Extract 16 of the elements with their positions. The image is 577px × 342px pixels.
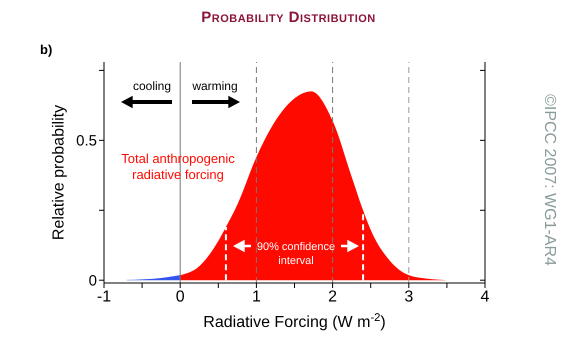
x-tick-label: 4	[480, 288, 490, 306]
y-axis-title: Relative probability	[50, 104, 68, 240]
annotation: 90% confidence interval	[256, 241, 336, 267]
x-tick-label: 2	[328, 288, 338, 306]
y-tick-label: 0.5	[76, 132, 97, 150]
x-tick-label: 1	[252, 288, 261, 306]
x-tick-label: 0	[176, 288, 185, 306]
chart-title: Probability Distribution	[200, 9, 377, 26]
annotation: cooling	[132, 79, 172, 93]
annotation: warming	[191, 79, 238, 93]
x-tick-label: 3	[404, 288, 414, 306]
x-axis-title: Radiative Forcing (W m$^{-2}$)	[203, 312, 386, 331]
text: b)	[40, 42, 52, 57]
text: ©IPCC 2007: WG1-AR4	[541, 94, 558, 266]
x-tick-label: -1	[96, 288, 112, 306]
annotation: Total anthropogenic radiative forcing	[121, 151, 236, 182]
